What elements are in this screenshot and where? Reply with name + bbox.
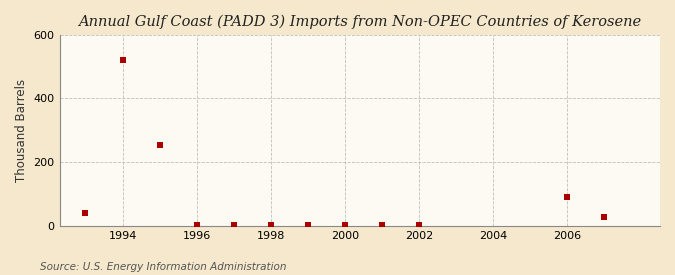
Point bbox=[340, 223, 350, 227]
Text: Source: U.S. Energy Information Administration: Source: U.S. Energy Information Administ… bbox=[40, 262, 287, 272]
Point bbox=[599, 215, 610, 219]
Point bbox=[265, 223, 276, 227]
Point bbox=[117, 58, 128, 62]
Point bbox=[154, 142, 165, 147]
Point bbox=[377, 223, 387, 227]
Point bbox=[414, 223, 425, 227]
Title: Annual Gulf Coast (PADD 3) Imports from Non-OPEC Countries of Kerosene: Annual Gulf Coast (PADD 3) Imports from … bbox=[78, 15, 641, 29]
Point bbox=[191, 223, 202, 227]
Y-axis label: Thousand Barrels: Thousand Barrels bbox=[15, 79, 28, 182]
Point bbox=[228, 223, 239, 227]
Point bbox=[562, 195, 572, 199]
Point bbox=[302, 223, 313, 227]
Point bbox=[80, 211, 91, 215]
